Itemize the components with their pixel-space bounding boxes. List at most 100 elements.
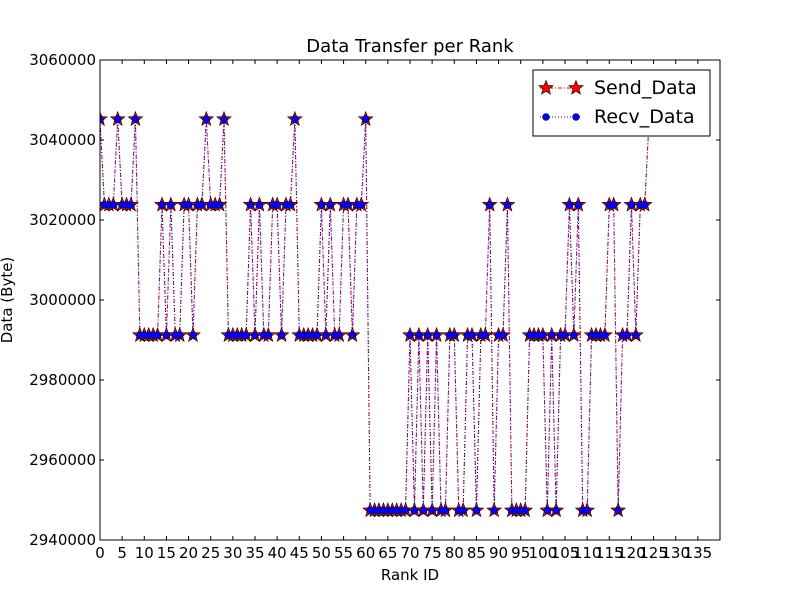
data-point-recv-data	[570, 331, 578, 339]
data-point-recv-data	[167, 201, 175, 209]
legend: Send_Data Recv_Data	[532, 69, 711, 137]
x-tick-label: 10	[135, 544, 154, 562]
data-point-recv-data	[277, 331, 286, 339]
data-point-recv-data	[361, 115, 370, 123]
data-point-recv-data	[423, 331, 432, 339]
data-point-recv-data	[255, 201, 264, 209]
data-point-recv-data	[348, 331, 357, 339]
y-tick-label: 3020000	[29, 211, 96, 229]
x-tick-label: 95	[511, 544, 530, 562]
x-tick-label: 90	[489, 544, 508, 562]
x-tick-label: 125	[639, 544, 668, 562]
data-point-recv-data	[220, 115, 228, 123]
y-tick-label: 2960000	[29, 451, 96, 469]
x-tick-label: 105	[551, 544, 580, 562]
y-tick-label: 3060000	[29, 51, 96, 69]
series-line-send-data	[100, 119, 650, 511]
x-tick-label: 45	[290, 544, 309, 562]
x-tick-label: 5	[117, 544, 127, 562]
data-point-recv-data	[543, 506, 552, 515]
x-axis-ticks: 0 5 10 15 20 25 30 35 40 45 50 55 60 65 70 75 80 85 90 9510…	[95, 60, 712, 562]
data-point-recv-data	[574, 201, 583, 209]
y-axis-ticks: 2940000 2960000 2980000 3000000 3020000 30400…	[29, 51, 720, 549]
x-tick-label: 15	[157, 544, 176, 562]
legend-label-recv: Recv_Data	[594, 106, 695, 128]
data-point-recv-data	[313, 331, 321, 339]
x-tick-label: 130	[661, 544, 690, 562]
x-tick-label: 80	[445, 544, 464, 562]
data-point-recv-data	[158, 201, 166, 209]
y-axis-title: Data (Byte)	[0, 257, 16, 344]
data-point-recv-data	[335, 331, 343, 339]
data-point-recv-data	[614, 506, 622, 515]
x-axis-title: Rank ID	[381, 566, 439, 584]
data-point-recv-data	[468, 331, 476, 339]
x-tick-label: 65	[378, 544, 397, 562]
x-tick-label: 70	[400, 544, 419, 562]
data-point-recv-data	[273, 201, 281, 209]
x-tick-label: 115	[595, 544, 624, 562]
x-tick-label: 135	[684, 544, 713, 562]
data-point-recv-data	[609, 201, 618, 209]
x-tick-label: 40	[268, 544, 287, 562]
data-point-recv-data	[459, 506, 467, 515]
x-tick-label: 25	[201, 544, 220, 562]
data-point-recv-data	[565, 201, 574, 209]
data-point-recv-data	[162, 331, 171, 339]
series-layer	[100, 110, 658, 518]
data-point-recv-data	[428, 506, 436, 515]
x-tick-label: 85	[467, 544, 486, 562]
data-point-recv-data	[291, 115, 299, 123]
data-point-recv-data	[317, 201, 326, 209]
data-point-recv-data	[357, 201, 366, 209]
data-point-recv-data	[175, 331, 184, 339]
x-tick-label: 20	[179, 544, 198, 562]
data-point-recv-data	[503, 201, 512, 209]
data-point-recv-data	[623, 331, 631, 339]
data-point-recv-data	[627, 201, 636, 209]
y-tick-label: 2940000	[29, 531, 96, 549]
data-point-recv-data	[561, 331, 569, 339]
x-tick-label: 35	[245, 544, 264, 562]
data-point-recv-data	[632, 331, 640, 339]
data-point-recv-data	[583, 506, 591, 515]
data-point-recv-data	[246, 201, 255, 209]
data-point-recv-data	[485, 201, 494, 209]
y-tick-label: 2980000	[29, 371, 96, 389]
data-point-recv-data	[640, 201, 649, 209]
legend-circle-marker	[542, 113, 550, 121]
data-point-recv-data	[215, 201, 224, 209]
data-point-recv-data	[109, 201, 118, 209]
x-tick-label: 60	[356, 544, 375, 562]
y-tick-label: 3040000	[29, 131, 96, 149]
data-point-recv-data	[113, 115, 122, 123]
data-point-recv-data	[153, 331, 162, 339]
data-point-recv-data	[415, 331, 423, 339]
data-point-recv-data	[521, 506, 529, 515]
data-point-recv-data	[198, 201, 206, 209]
data-point-recv-data	[601, 331, 609, 339]
legend-star-marker	[538, 79, 554, 95]
x-tick-label: 50	[312, 544, 331, 562]
data-point-recv-data	[202, 115, 211, 123]
legend-box	[532, 69, 711, 137]
data-point-recv-data	[410, 506, 419, 515]
data-point-recv-data	[406, 331, 414, 339]
data-point-recv-data	[552, 506, 560, 515]
y-tick-label: 3000000	[29, 291, 96, 309]
data-point-recv-data	[401, 506, 410, 515]
data-point-recv-data	[499, 331, 507, 339]
data-point-recv-data	[251, 331, 259, 339]
data-point-recv-data	[547, 331, 556, 339]
data-point-recv-data	[539, 331, 547, 339]
data-point-recv-data	[189, 331, 197, 339]
data-point-recv-data	[432, 331, 441, 339]
data-point-recv-data	[326, 201, 335, 209]
data-point-recv-data	[127, 201, 135, 209]
data-point-recv-data	[450, 331, 459, 339]
data-point-recv-data	[286, 201, 295, 209]
data-point-recv-data	[490, 506, 498, 515]
chart-title: Data Transfer per Rank	[306, 36, 514, 57]
data-point-recv-data	[242, 331, 250, 339]
